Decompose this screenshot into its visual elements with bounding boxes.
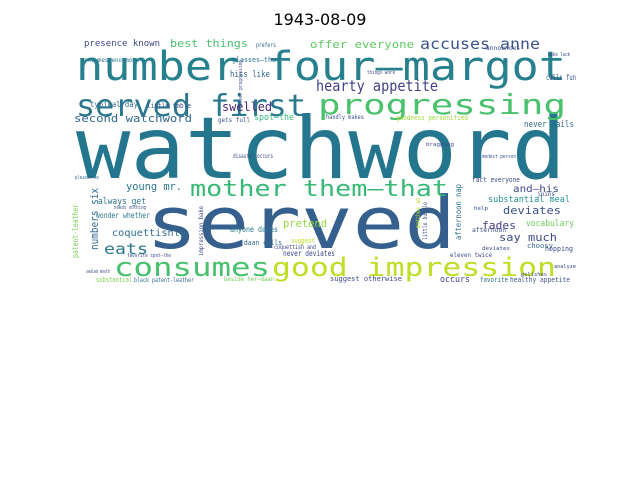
word-71: joins (537, 191, 555, 198)
word-47: choosy (527, 242, 553, 250)
word-68: favorite spot—the (127, 253, 171, 259)
word-54: black patent-leather (134, 277, 194, 284)
word-76: deviates (482, 246, 510, 252)
word-29: spot—the (254, 113, 294, 123)
word-53: beside her—daan (224, 276, 274, 283)
word-74: polishes (521, 272, 547, 278)
word-65: pleases us (75, 175, 99, 181)
word-22: and—his (513, 184, 559, 195)
word-40: never deviates (283, 249, 335, 258)
word-10: hearty appetite (316, 77, 438, 95)
word-75: eleven twice (450, 252, 492, 259)
word-46: hopping (545, 245, 573, 253)
word-67: sealed mouth (86, 269, 110, 275)
word-72: help (474, 206, 488, 212)
word-26: substantial meal (488, 195, 570, 205)
word-77: bragging (426, 142, 454, 148)
word-5: progressing (318, 88, 566, 121)
word-20: say much (499, 231, 557, 244)
word-55: impression bake (198, 206, 205, 256)
word-34: wonder whether (96, 211, 150, 220)
word-27: vocabulary (526, 219, 575, 229)
word-19: deviates (503, 204, 561, 217)
word-14: offer everyone (310, 38, 414, 51)
word-60: consumes enormous (81, 57, 139, 64)
word-69: matches ad (415, 198, 422, 228)
word-63: never progressing (238, 60, 244, 106)
word-50: little bundle (422, 202, 429, 240)
word-15: best things (170, 37, 248, 50)
word-45: favorite (480, 276, 508, 284)
word-57: suggest (291, 237, 315, 245)
word-39: suggest otherwise (330, 275, 402, 283)
word-25: coquettishly (112, 228, 186, 239)
word-6: mother them—that (190, 177, 448, 202)
word-13: second watchword (74, 112, 192, 125)
word-66: needs nothing (114, 205, 146, 211)
word-23: pretend (283, 217, 327, 230)
word-21: fades (482, 219, 516, 232)
word-51: coquettish and (274, 244, 316, 251)
word-12: swelled (222, 100, 272, 114)
word-32: typical day (90, 100, 138, 109)
chart-title: 1943-08-09 (273, 10, 367, 29)
word-64: disaster occurs (233, 153, 273, 160)
word-44: healthy appetite (510, 276, 570, 284)
word-49: gets full (218, 117, 250, 124)
word-73: analyze (554, 264, 576, 270)
word-7: good impression (272, 253, 556, 283)
word-1: watchword (76, 99, 566, 199)
word-9: accuses anne (420, 35, 540, 53)
word-43: fact everyone (472, 176, 520, 184)
word-17: numbers six (88, 188, 101, 250)
word-8: consumes (114, 253, 270, 283)
word-58: prefers (256, 42, 276, 49)
word-37: calls fun (546, 73, 576, 82)
word-3: number four—margot (76, 44, 566, 90)
word-11: eats (104, 240, 148, 258)
word-36: occurs (440, 275, 470, 285)
word-31: little table (147, 102, 191, 110)
word-52: substantial (96, 276, 132, 284)
word-59: announces (486, 45, 520, 52)
word-70: afternoon (472, 227, 506, 234)
word-28: hiss like (230, 70, 270, 80)
word-48: handly makes (326, 114, 364, 121)
word-62: things work (367, 70, 395, 76)
word-41: anyone dares (230, 225, 278, 234)
word-56: goodness personified (396, 114, 468, 122)
word-16: presence known (84, 39, 160, 49)
word-33: afternoon nap (454, 184, 463, 240)
word-30: never fails (524, 120, 574, 130)
word-18: young mr. (126, 180, 182, 193)
word-38: glasses—that (232, 56, 280, 64)
word-2: served (146, 181, 456, 265)
word-78: wake luck (548, 52, 570, 58)
word-35: patent-leather (71, 204, 80, 258)
word-42: daan calls (244, 239, 282, 247)
word-24: always get (98, 197, 146, 207)
word-4: served first (76, 89, 306, 124)
word-61: modest person (482, 154, 516, 160)
